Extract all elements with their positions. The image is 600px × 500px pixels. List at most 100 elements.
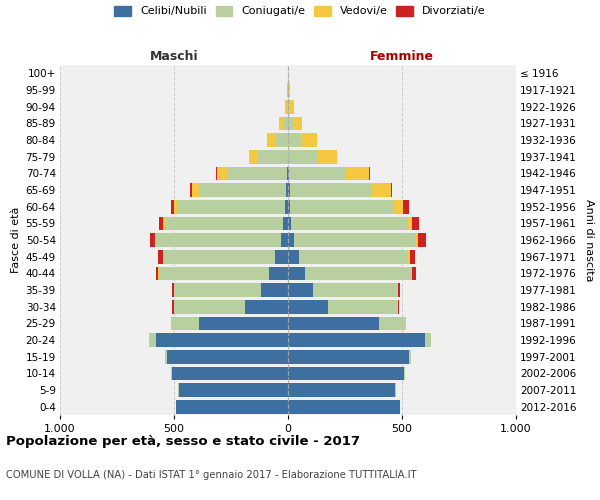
Bar (172, 283, 173, 297)
Bar (174, 283, 260, 297)
Bar (398, 300, 399, 314)
Bar (259, 150, 288, 164)
Bar (416, 233, 418, 247)
Bar (288, 350, 409, 364)
Bar (283, 116, 288, 130)
Bar (174, 200, 178, 213)
Bar (288, 383, 395, 397)
Bar (284, 200, 288, 213)
Bar (328, 300, 397, 314)
Y-axis label: Anni di nascita: Anni di nascita (584, 198, 593, 281)
Bar (288, 200, 290, 213)
Bar (155, 233, 156, 247)
Bar (287, 100, 288, 114)
Bar (163, 216, 165, 230)
Bar (288, 133, 301, 147)
Bar (288, 300, 328, 314)
Bar (373, 183, 391, 197)
Bar (286, 183, 288, 197)
Bar (167, 350, 288, 364)
Bar (288, 166, 289, 180)
Bar (227, 166, 287, 180)
Bar (165, 216, 283, 230)
Bar (192, 183, 199, 197)
Bar (301, 133, 317, 147)
Bar (408, 250, 410, 264)
Bar (418, 233, 426, 247)
Bar (260, 283, 288, 297)
Bar (412, 266, 416, 280)
Bar (158, 250, 163, 264)
Bar (292, 216, 408, 230)
Bar (159, 266, 269, 280)
Bar (163, 250, 164, 264)
Bar (156, 333, 288, 347)
Bar (199, 183, 286, 197)
Bar (287, 83, 288, 97)
Bar (190, 183, 192, 197)
Bar (394, 200, 403, 213)
Bar (289, 100, 294, 114)
Bar (409, 350, 411, 364)
Bar (410, 250, 415, 264)
Bar (199, 316, 288, 330)
Bar (288, 266, 305, 280)
Bar (305, 266, 411, 280)
Bar (275, 250, 288, 264)
Y-axis label: Fasce di età: Fasce di età (11, 207, 22, 273)
Bar (245, 300, 288, 314)
Bar (165, 350, 167, 364)
Bar (288, 233, 294, 247)
Bar (397, 283, 398, 297)
Bar (288, 100, 289, 114)
Bar (174, 300, 245, 314)
Bar (346, 166, 369, 180)
Bar (288, 366, 404, 380)
Bar (288, 316, 379, 330)
Bar (299, 250, 408, 264)
Bar (275, 133, 288, 147)
Bar (293, 116, 302, 130)
Bar (288, 333, 425, 347)
Bar (391, 183, 392, 197)
Bar (281, 233, 288, 247)
Bar (317, 150, 337, 164)
Bar (171, 200, 174, 213)
Bar (217, 166, 227, 180)
Bar (398, 283, 400, 297)
Bar (294, 233, 416, 247)
Bar (179, 383, 288, 397)
Bar (288, 216, 292, 230)
Bar (159, 216, 163, 230)
Bar (279, 116, 283, 130)
Bar (268, 133, 275, 147)
Bar (288, 250, 299, 264)
Bar (284, 100, 287, 114)
Bar (290, 200, 394, 213)
Bar (288, 400, 400, 413)
Bar (313, 283, 397, 297)
Bar (172, 300, 173, 314)
Bar (216, 166, 217, 180)
Text: Femmine: Femmine (370, 50, 434, 62)
Bar (149, 333, 156, 347)
Text: Popolazione per età, sesso e stato civile - 2017: Popolazione per età, sesso e stato civil… (6, 435, 360, 448)
Bar (269, 266, 288, 280)
Bar (404, 366, 406, 380)
Text: COMUNE DI VOLLA (NA) - Dati ISTAT 1° gennaio 2017 - Elaborazione TUTTITALIA.IT: COMUNE DI VOLLA (NA) - Dati ISTAT 1° gen… (6, 470, 416, 480)
Bar (288, 116, 293, 130)
Bar (170, 366, 172, 380)
Bar (289, 166, 346, 180)
Bar (150, 233, 155, 247)
Bar (283, 216, 288, 230)
Bar (290, 183, 373, 197)
Bar (164, 250, 275, 264)
Bar (176, 400, 288, 413)
Legend: Celibi/Nubili, Coniugati/e, Vedovi/e, Divorziati/e: Celibi/Nubili, Coniugati/e, Vedovi/e, Di… (115, 6, 485, 16)
Bar (172, 366, 288, 380)
Bar (403, 200, 409, 213)
Bar (411, 266, 412, 280)
Bar (158, 266, 159, 280)
Bar (408, 216, 412, 230)
Text: Maschi: Maschi (149, 50, 199, 62)
